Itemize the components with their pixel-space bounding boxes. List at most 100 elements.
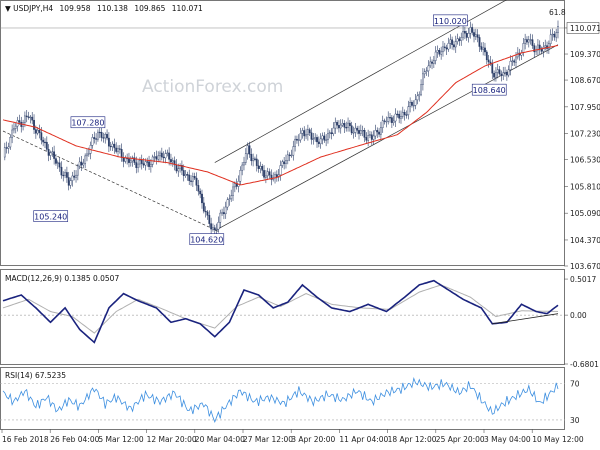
candle	[369, 131, 371, 139]
candle-body	[266, 171, 269, 177]
candle-body	[376, 130, 379, 133]
candle-body	[254, 158, 256, 160]
candle	[217, 216, 220, 233]
candle	[557, 20, 559, 39]
candle	[363, 127, 366, 143]
candle	[414, 93, 417, 110]
candle-body	[473, 32, 475, 37]
candle	[458, 36, 461, 46]
candle	[56, 160, 59, 169]
candle-body	[484, 47, 486, 53]
candle	[86, 148, 88, 162]
candle	[447, 37, 450, 52]
price-annotation: 104.620	[189, 233, 225, 245]
candle	[416, 91, 419, 105]
candle-body	[78, 161, 81, 167]
candle	[204, 206, 207, 218]
candle-body	[555, 32, 558, 38]
candle	[58, 157, 61, 172]
candle	[140, 154, 143, 170]
candle	[456, 33, 459, 45]
candle-body	[64, 172, 66, 176]
candle-body	[97, 131, 99, 140]
candle	[400, 110, 402, 124]
candle	[392, 115, 395, 126]
candle-body	[279, 165, 282, 176]
candle-body	[385, 121, 388, 123]
candle	[496, 63, 499, 79]
moving-average-line	[2, 45, 559, 186]
candle-body	[139, 160, 141, 165]
candle-body	[392, 120, 395, 123]
candle-body	[170, 159, 172, 163]
candle-body	[422, 73, 424, 85]
candle-body	[118, 148, 121, 150]
candle	[453, 40, 455, 51]
candle	[480, 42, 483, 52]
candle-body	[224, 206, 227, 215]
candle	[45, 136, 48, 152]
candle	[396, 110, 399, 118]
candle-body	[462, 31, 464, 38]
candle	[454, 35, 457, 53]
candle	[407, 100, 410, 120]
macd-tick-label: 0.00	[570, 311, 587, 320]
candle	[160, 147, 163, 161]
candle	[471, 23, 474, 36]
candle-body	[310, 132, 313, 140]
candle	[306, 124, 309, 141]
candle	[64, 169, 66, 179]
candle-body	[374, 130, 377, 137]
candle-body	[387, 117, 390, 122]
candle-body	[330, 132, 333, 135]
candle-body	[372, 135, 375, 140]
candle	[476, 29, 479, 43]
candle	[294, 135, 297, 152]
candle-body	[69, 180, 72, 186]
price-annotation: 108.640	[471, 83, 507, 96]
candle	[478, 34, 481, 53]
candle	[380, 121, 382, 140]
candle	[425, 67, 428, 76]
candle-body	[458, 38, 461, 41]
candle	[239, 166, 242, 185]
candle	[427, 60, 430, 77]
candle	[290, 149, 293, 158]
candle-body	[162, 156, 165, 159]
candle	[157, 151, 160, 163]
candle-body	[553, 33, 556, 38]
candle	[80, 156, 83, 171]
candle	[356, 125, 359, 135]
candle-body	[40, 132, 43, 141]
candle	[321, 132, 324, 145]
candle	[131, 155, 134, 167]
candle-body	[343, 123, 346, 128]
macd-signal-line	[2, 284, 559, 334]
candle-body	[146, 161, 149, 163]
candle-body	[175, 164, 178, 172]
candle	[31, 112, 34, 125]
candle-body	[171, 160, 174, 163]
candle-body	[299, 133, 302, 141]
candle-body	[283, 161, 286, 164]
candle	[338, 120, 340, 133]
candle	[325, 134, 328, 147]
candle	[53, 145, 56, 165]
candle-body	[460, 37, 463, 41]
candle	[55, 153, 57, 166]
candle	[95, 133, 98, 145]
candle	[412, 100, 415, 112]
candle	[431, 59, 433, 70]
candle	[432, 56, 435, 69]
candle-body	[513, 60, 516, 63]
rsi-panel-frame	[0, 367, 565, 430]
candle	[549, 29, 552, 47]
candle	[509, 55, 512, 76]
candle	[381, 115, 384, 133]
ohlc-high: 110.138	[97, 4, 128, 13]
candle	[100, 126, 103, 142]
candle	[438, 48, 441, 57]
candle	[252, 153, 255, 167]
candle	[429, 56, 432, 69]
candle-body	[533, 45, 536, 53]
